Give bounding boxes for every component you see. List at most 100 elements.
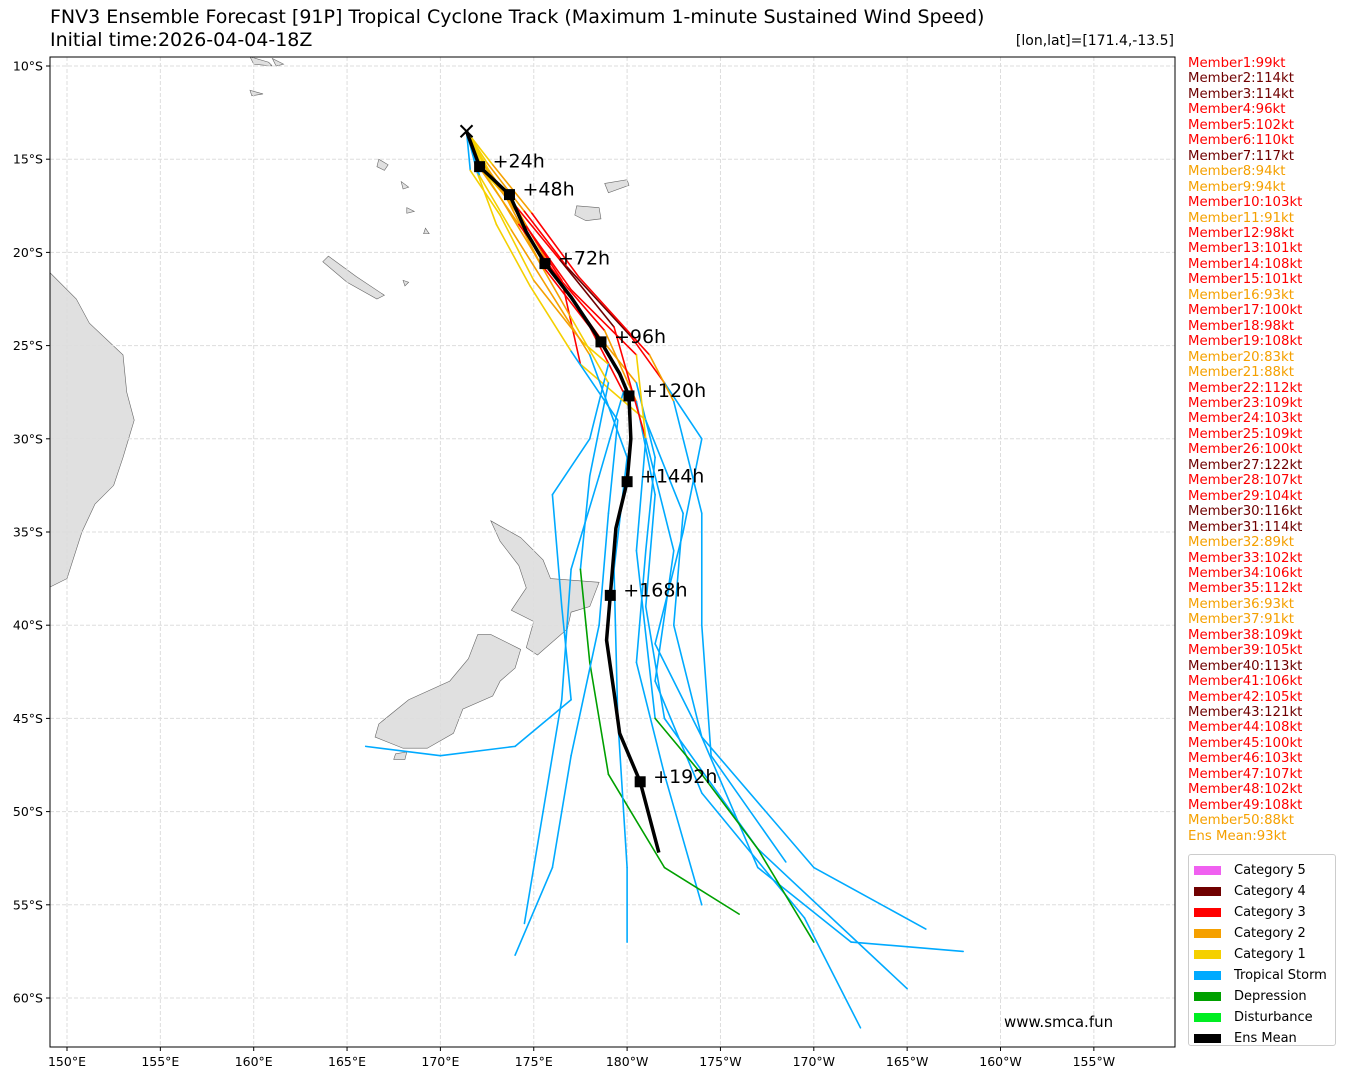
member-track-segment [514,866,554,956]
member-intensity: Member49:108kt [1188,797,1303,813]
member-track-segment [560,279,582,366]
member-track-segment [523,210,569,269]
member-track-segment [559,259,615,328]
member-intensity: Member41:106kt [1188,674,1303,690]
lat-tick-label: 50°S [13,804,43,819]
member-intensity: Member30:116kt [1188,504,1303,520]
member-intensity: Member40:113kt [1188,658,1303,674]
member-intensity: Member35:112kt [1188,581,1303,597]
legend-swatch [1194,929,1221,938]
member-intensity: Member16:93kt [1188,287,1294,303]
member-intensity: Member37:91kt [1188,612,1294,628]
legend-label: Category 5 [1234,863,1306,878]
member-track-segment [514,698,572,748]
member-intensity: Member10:103kt [1188,195,1303,211]
legend-swatch [1194,950,1221,959]
member-intensity: Member32:89kt [1188,535,1294,551]
lon-tick-label: 165°W [886,1054,928,1069]
member-track-segment [551,493,563,608]
member-intensity: Member28:107kt [1188,473,1303,489]
member-track-segment [560,605,572,701]
member-intensity: Member14:108kt [1188,256,1303,272]
lat-tick-label: 25°S [13,338,43,353]
legend-label: Category 4 [1234,884,1306,899]
member-intensity: Member29:104kt [1188,488,1303,504]
member-track-segment [700,736,759,869]
member-track-segment [542,698,563,813]
land-polygon [406,207,416,214]
member-track-segment [566,266,632,338]
legend-item: Category 4 [1194,881,1335,902]
member-intensity: Member9:94kt [1188,179,1286,195]
member-track-segment [812,866,927,930]
plot-frame [49,56,1176,1048]
member-intensity: Member11:91kt [1188,210,1294,226]
land-polygon [574,205,602,222]
member-track-segment [700,773,759,850]
member-track-segment [672,400,703,515]
legend-item: Tropical Storm [1194,965,1335,986]
watermark: www.smca.fun [1004,1013,1114,1031]
member-track-segment [588,326,625,394]
member-track-segment [710,754,787,863]
forecast-hour-label: +168h [623,579,687,601]
forecast-hour-marker [621,476,633,488]
member-intensity: Member38:109kt [1188,627,1303,643]
lon-tick-label: 160°E [235,1054,273,1069]
legend-label: Ens Mean [1234,1031,1297,1046]
member-intensity: Member26:100kt [1188,442,1303,458]
member-track-segment [551,437,591,496]
lat-tick-label: 55°S [13,897,43,912]
lon-tick-label: 155°W [1073,1054,1115,1069]
land-polygon [393,751,408,760]
member-track-segment [654,643,703,738]
member-track-segment [495,223,531,287]
lon-tick-label: 180°W [606,1054,648,1069]
member-track-segment [525,225,572,291]
legend-item: Ens Mean [1194,1028,1335,1049]
lon-tick-label: 170°E [421,1054,459,1069]
legend-label: Depression [1234,989,1307,1004]
member-track-segment [588,661,610,776]
member-intensity: Member5:102kt [1188,117,1294,133]
member-track-segment [486,162,526,213]
member-track-segment [577,275,651,356]
member-track-segment [700,736,815,869]
member-track-segment [635,549,647,664]
member-track-segment [598,391,625,477]
forecast-hour-marker [634,776,646,788]
initial-position-x-icon [459,124,474,138]
member-track-segment [570,316,610,384]
land-polygon [400,180,410,190]
member-track-segment [644,605,666,720]
legend-swatch [1194,866,1221,875]
forecast-hour-label: +24h [493,151,545,173]
member-track-segment [480,169,520,226]
member-intensity: Member12:98kt [1188,225,1294,241]
landmass-layer [50,57,630,760]
lat-tick-label: 60°S [13,991,43,1006]
member-intensity: Member43:121kt [1188,705,1303,721]
member-track-segment [648,354,675,403]
member-track-segment [499,214,535,282]
member-track-segment [850,941,964,953]
member-track-segment [635,661,666,776]
land-polygon [490,520,600,656]
member-intensity: Member17:100kt [1188,303,1303,319]
chart-title: FNV3 Ensemble Forecast [91P] Tropical Cy… [50,6,985,28]
member-track-segment [560,568,572,701]
member-track-segment [635,549,656,720]
member-track-segment [478,175,513,231]
member-track-segment [439,745,516,757]
member-intensity: Member3:114kt [1188,86,1294,102]
initial-time: Initial time:2026-04-04-18Z [50,29,313,51]
member-track-segment [803,917,862,1029]
legend-label: Category 2 [1234,926,1306,941]
member-intensity: Member15:101kt [1188,272,1303,288]
member-track-segment [654,680,703,794]
member-intensity: Member25:109kt [1188,426,1303,442]
member-track-segment [579,363,647,421]
member-track-segment [570,288,638,356]
gridlines [50,57,1175,1047]
